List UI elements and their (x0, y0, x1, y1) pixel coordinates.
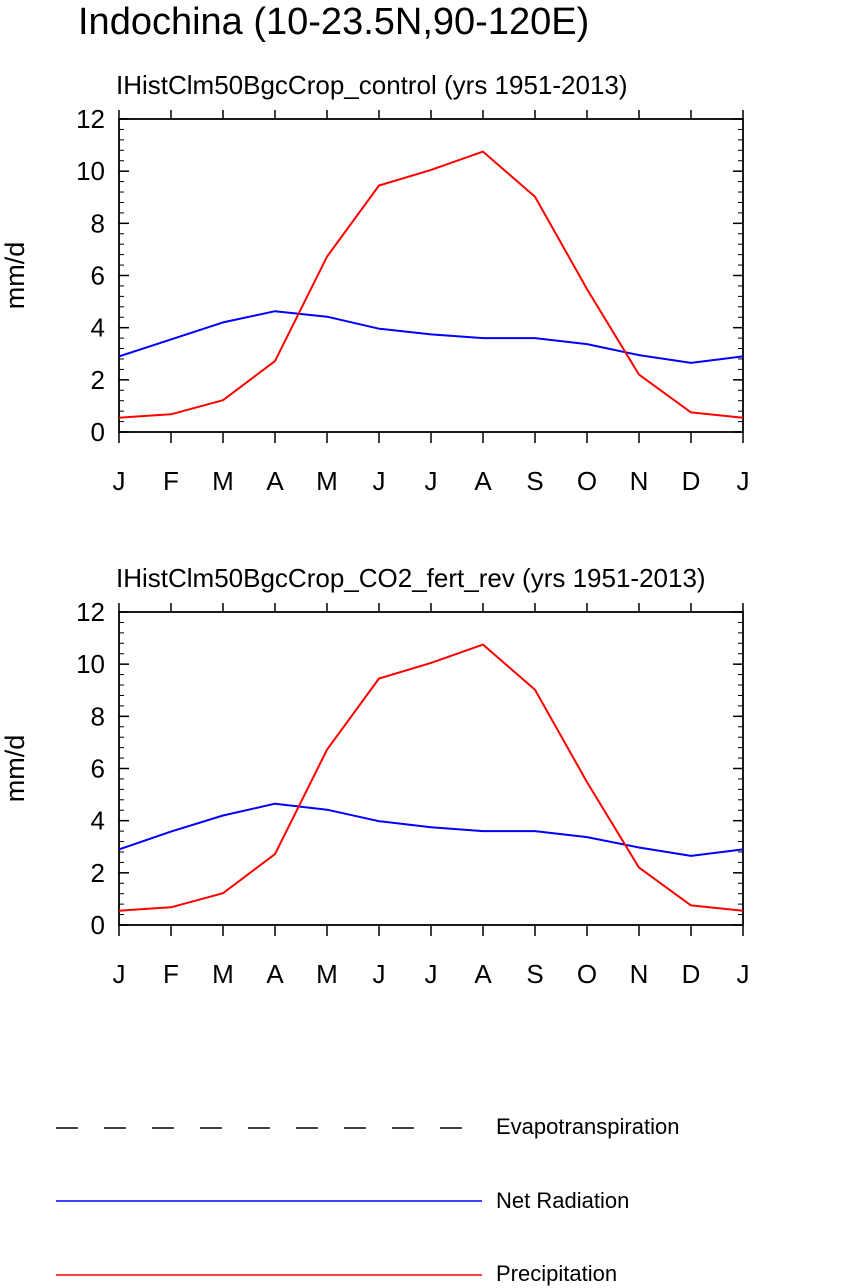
y-axis-label: mm/d (0, 242, 30, 310)
series-line-precipitation (118, 643, 744, 912)
x-tick-label: M (212, 466, 234, 496)
x-tick-label: J (373, 466, 386, 496)
x-tick-label: A (266, 959, 284, 989)
x-tick-label: F (163, 959, 179, 989)
y-tick-label: 6 (91, 754, 105, 784)
x-tick-label: M (316, 466, 338, 496)
x-tick-label: O (577, 959, 597, 989)
chart-title-control: IHistClm50BgcCrop_control (yrs 1951-2013… (116, 70, 628, 100)
y-tick-label: 6 (91, 261, 105, 291)
legend-label-precipitation: Precipitation (496, 1261, 618, 1286)
x-tick-label: J (737, 959, 750, 989)
x-tick-label: M (316, 959, 338, 989)
y-tick-label: 10 (76, 156, 105, 186)
x-tick-label: J (737, 466, 750, 496)
y-tick-label: 12 (76, 104, 105, 134)
y-tick-label: 2 (91, 858, 105, 888)
y-tick-label: 2 (91, 365, 105, 395)
x-tick-label: F (163, 466, 179, 496)
x-tick-label: J (373, 959, 386, 989)
x-tick-label: A (266, 466, 284, 496)
series-line-precipitation (118, 150, 744, 419)
x-tick-label: J (425, 959, 438, 989)
y-tick-label: 12 (76, 597, 105, 627)
series-line-net-radiation (118, 802, 744, 857)
y-tick-label: 0 (91, 417, 105, 447)
y-axis-label: mm/d (0, 735, 30, 803)
y-tick-label: 4 (91, 313, 105, 343)
page-title: Indochina (10-23.5N,90-120E) (78, 1, 590, 43)
x-tick-label: J (425, 466, 438, 496)
x-tick-label: S (526, 466, 543, 496)
x-tick-label: N (630, 466, 649, 496)
x-tick-label: A (474, 466, 492, 496)
x-tick-label: S (526, 959, 543, 989)
chart-control: 0 2 4 6 8 10 12 J F M A M J J A S O N D Jmm/d (0, 104, 750, 496)
y-tick-label: 0 (91, 910, 105, 940)
legend-label-evapotranspiration: Evapotranspiration (496, 1114, 680, 1139)
y-tick-label: 8 (91, 208, 105, 238)
x-tick-label: D (682, 466, 701, 496)
chart-title-co2-fert-rev: IHistClm50BgcCrop_CO2_fert_rev (yrs 1951… (116, 563, 706, 593)
x-tick-label: A (474, 959, 492, 989)
y-tick-label: 10 (76, 649, 105, 679)
chart-co2-fert-rev: 0 2 4 6 8 10 12 J F M A M J J A S O N D Jmm/d (0, 597, 750, 989)
x-tick-label: J (113, 466, 126, 496)
x-tick-label: M (212, 959, 234, 989)
series-line-net-radiation (118, 310, 744, 364)
x-tick-label: N (630, 959, 649, 989)
y-tick-label: 4 (91, 806, 105, 836)
legend-label-net-radiation: Net Radiation (496, 1188, 630, 1213)
y-tick-label: 8 (91, 701, 105, 731)
x-tick-label: O (577, 466, 597, 496)
x-tick-label: D (682, 959, 701, 989)
x-tick-label: J (113, 959, 126, 989)
